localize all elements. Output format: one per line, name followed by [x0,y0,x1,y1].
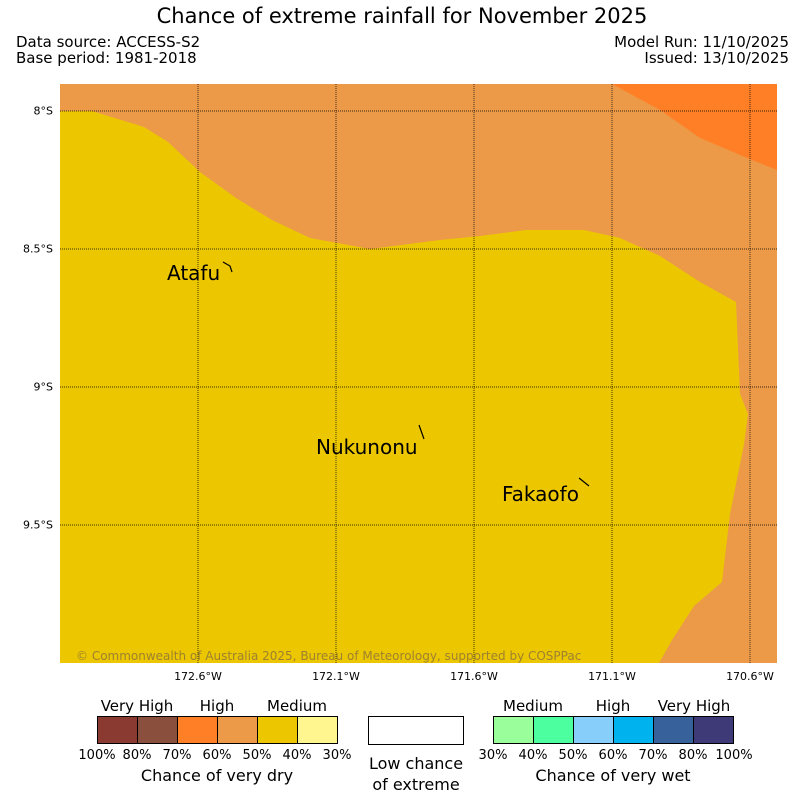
copyright-notice: © Commonwealth of Australia 2025, Bureau… [76,649,581,663]
place-atafu[interactable]: Atafu [167,261,220,285]
lon-label-172-6w: 172.6°W [174,670,222,683]
meta-left: Data source: ACCESS-S2 Base period: 1981… [16,34,200,66]
place-nukunonu[interactable]: Nukunonu [316,435,418,459]
low-chance-label: Low chance of extreme [369,753,463,795]
lon-label-172-1w: 172.1°W [312,670,360,683]
low-chance-line1: Low chance [368,754,464,773]
low-chance-swatch [368,716,464,745]
lon-label-170-6w: 170.6°W [726,670,774,683]
model-run: Model Run: 11/10/2025 [614,33,789,51]
lat-label-9s: 9°S [33,380,53,394]
grid-lines [60,84,777,663]
base-period: Base period: 1981-2018 [16,49,197,67]
dry-swatch-3 [178,717,218,743]
nukunonu-island [418,424,425,440]
dry-category-very-high: Very High [100,697,174,715]
wet-pct-60: 60% [598,748,628,763]
wet-swatch-5 [654,717,694,743]
island-shapes [222,261,590,487]
dry-pct-30: 30% [322,748,352,763]
wet-legend-title: Chance of very wet [535,766,691,785]
dry-pct-80: 80% [122,748,152,763]
dry-category-high: High [199,697,235,715]
dry-pct-70: 70% [162,748,192,763]
wet-pct-30: 30% [478,748,508,763]
zone-very-high-dry [612,84,777,170]
wet-category-high: High [595,697,631,715]
atafu-island [222,261,233,273]
dry-pct-60: 60% [202,748,232,763]
wet-swatch-6 [694,717,733,743]
wet-category-medium: Medium [503,697,563,715]
wet-colorbar [493,716,734,744]
dry-swatch-4 [218,717,258,743]
wet-swatch-2 [534,717,574,743]
lon-label-171-1w: 171.1°W [588,670,636,683]
wet-swatch-1 [494,717,534,743]
fakaofo-island [578,477,590,487]
low-chance-line2: of extreme [372,775,460,794]
lat-label-9-5s: 9.5°S [23,518,53,532]
dry-swatch-1 [98,717,138,743]
meta-right: Model Run: 11/10/2025 Issued: 13/10/2025 [614,34,789,66]
dry-swatch-2 [138,717,178,743]
dry-swatch-5 [258,717,298,743]
dry-pct-100: 100% [78,748,116,763]
wet-swatch-3 [574,717,614,743]
data-source: Data source: ACCESS-S2 [16,33,201,51]
place-fakaofo[interactable]: Fakaofo [502,482,579,506]
lon-label-171-6w: 171.6°W [450,670,498,683]
wet-pct-70: 70% [638,748,668,763]
chart-title: Chance of extreme rainfall for November … [156,4,648,28]
dry-pct-40: 40% [282,748,312,763]
dry-legend-title: Chance of very dry [140,766,294,785]
lat-label-8-5s: 8.5°S [23,242,53,256]
lat-label-8s: 8°S [33,104,53,118]
dry-pct-50: 50% [242,748,272,763]
wet-category-very-high: Very High [657,697,731,715]
dry-category-medium: Medium [267,697,327,715]
wet-pct-80: 80% [678,748,708,763]
issued-date: Issued: 13/10/2025 [644,49,789,67]
wet-pct-100: 100% [715,748,753,763]
dry-colorbar [97,716,338,744]
map-panel[interactable]: Atafu Nukunonu Fakaofo © Commonwealth of… [60,84,777,663]
wet-pct-40: 40% [518,748,548,763]
dry-swatch-6 [298,717,337,743]
wet-swatch-4 [614,717,654,743]
wet-pct-50: 50% [558,748,588,763]
